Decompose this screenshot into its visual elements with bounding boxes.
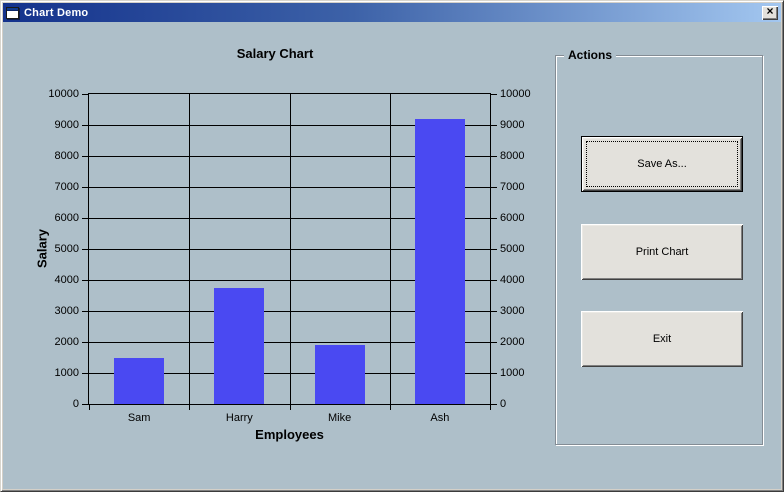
y-tick-label-right: 0 [500, 398, 507, 410]
y-tick-label-left: 6000 [54, 212, 79, 224]
y-tick-label-right: 9000 [500, 119, 525, 131]
y-tick-label-left: 1000 [54, 367, 79, 379]
y-tick-left [82, 404, 88, 405]
y-axis-title: Salary [34, 228, 50, 269]
print-chart-button[interactable]: Print Chart [581, 224, 743, 280]
y-tick-label-left: 3000 [54, 305, 79, 317]
y-tick-left [82, 125, 88, 126]
y-tick-left [82, 218, 88, 219]
y-tick-label-left: 5000 [54, 243, 79, 255]
y-tick-left [82, 249, 88, 250]
y-tick-label-right: 5000 [500, 243, 525, 255]
y-tick-right [491, 187, 497, 188]
y-tick-right [491, 311, 497, 312]
y-tick-right [491, 342, 497, 343]
y-tick-label-left: 10000 [48, 88, 79, 100]
x-tick [490, 404, 491, 410]
window-title: Chart Demo [24, 6, 89, 19]
y-tick-label-right: 4000 [500, 274, 525, 286]
actions-groupbox: Actions Save As... Print Chart Exit [555, 48, 763, 445]
y-tick-label-left: 0 [72, 398, 79, 410]
y-tick-label-left: 2000 [54, 336, 79, 348]
x-category-label: Ash [430, 412, 450, 424]
y-tick-left [82, 342, 88, 343]
y-tick-right [491, 373, 497, 374]
y-tick-label-right: 2000 [500, 336, 525, 348]
exit-button-label: Exit [652, 333, 672, 345]
y-tick-label-left: 7000 [54, 181, 79, 193]
x-tick [389, 404, 391, 410]
title-bar[interactable]: Chart Demo × [3, 3, 781, 22]
y-tick-right [491, 404, 497, 405]
y-tick-label-right: 1000 [500, 367, 525, 379]
y-tick-label-right: 10000 [500, 88, 531, 100]
chart-title: Salary Chart [236, 46, 314, 61]
y-tick-label-left: 4000 [54, 274, 79, 286]
y-tick-right [491, 125, 497, 126]
v-gridline [289, 94, 291, 404]
y-tick-left [82, 280, 88, 281]
close-icon: × [766, 4, 774, 18]
y-tick-label-right: 3000 [500, 305, 525, 317]
y-tick-label-left: 8000 [54, 150, 79, 162]
x-axis-title: Employees [255, 427, 324, 442]
form-icon[interactable] [6, 6, 19, 19]
plot-area: 10000 10000 9000 9000 8000 8000 7000 7000 6000 60… [48, 89, 530, 425]
v-gridline [189, 94, 191, 404]
y-tick-label-left: 9000 [54, 119, 79, 131]
form-client-area: Salary Chart Salary 10000 10000 9000 9000 80… [3, 22, 781, 489]
form-icon-titlebar [7, 7, 18, 11]
y-tick-left [82, 311, 88, 312]
x-tick [189, 404, 191, 410]
x-tick [89, 404, 90, 410]
bar [214, 287, 265, 404]
actions-legend: Actions [564, 48, 617, 62]
y-tick-right [491, 280, 497, 281]
x-category-label: Sam [127, 412, 151, 424]
bar [314, 345, 365, 404]
y-tick-left [82, 94, 88, 95]
y-tick-right [491, 249, 497, 250]
x-category-label: Harry [225, 412, 253, 424]
y-tick-left [82, 156, 88, 157]
y-tick-right [491, 218, 497, 219]
exit-button[interactable]: Exit [581, 311, 743, 367]
close-button[interactable]: × [762, 4, 778, 20]
y-tick-label-right: 6000 [500, 212, 525, 224]
x-tick [289, 404, 291, 410]
y-tick-right [491, 94, 497, 95]
bar [114, 357, 165, 404]
save-as-button[interactable]: Save As... [581, 136, 743, 192]
y-tick-label-right: 8000 [500, 150, 525, 162]
print-chart-button-label: Print Chart [635, 246, 689, 258]
y-tick-left [82, 187, 88, 188]
y-tick-right [491, 156, 497, 157]
x-category-label: Mike [328, 412, 352, 424]
focus-rect: Save As... [586, 141, 738, 187]
save-as-button-label: Save As... [637, 158, 687, 170]
bar [414, 118, 465, 404]
v-gridline [389, 94, 391, 404]
y-tick-label-right: 7000 [500, 181, 525, 193]
y-tick-left [82, 373, 88, 374]
